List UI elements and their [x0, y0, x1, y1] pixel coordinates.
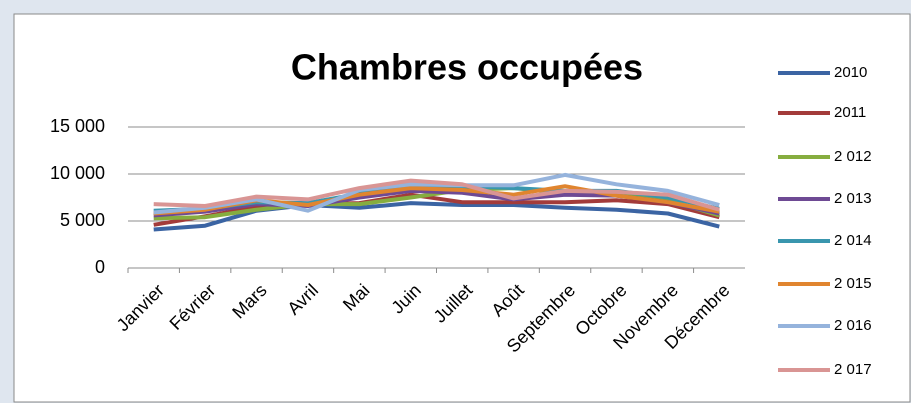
y-tick-label: 0: [95, 257, 105, 277]
legend-label: 2010: [834, 64, 867, 81]
series-line: [153, 178, 720, 212]
legend-label: 2 015: [834, 275, 872, 292]
chart-title: Chambres occupées: [291, 47, 643, 88]
y-tick-label: 15 000: [50, 116, 105, 136]
y-tick-label: 10 000: [50, 163, 105, 183]
chart-area: [13, 13, 911, 403]
series-line: [153, 201, 720, 232]
series-line: [153, 192, 720, 227]
legend-label: 2 016: [834, 317, 872, 334]
y-tick-label: 5 000: [60, 210, 105, 230]
series-line: [153, 172, 720, 215]
legend-label: 2 013: [834, 190, 872, 207]
legend-label: 2011: [834, 104, 866, 121]
legend-label: 2 017: [834, 361, 872, 378]
legend-label: 2 014: [834, 232, 872, 249]
legend-label: 2 012: [834, 148, 872, 165]
